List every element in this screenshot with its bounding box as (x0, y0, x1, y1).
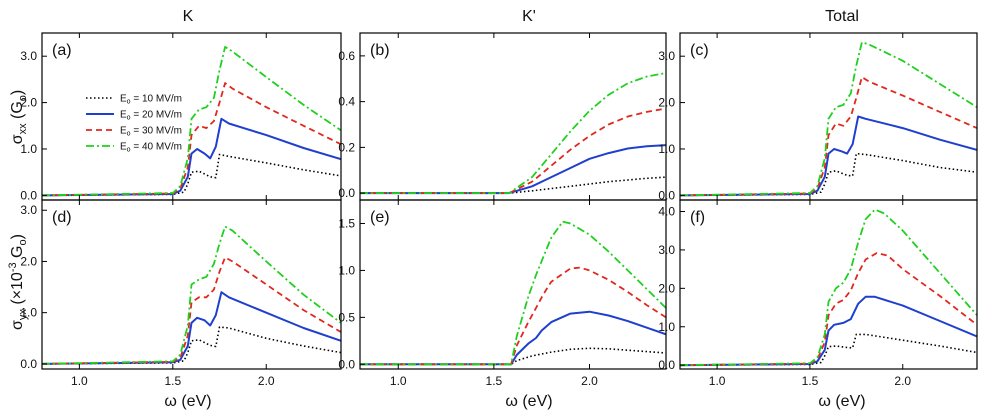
column-title-k-prime: K' (522, 8, 536, 25)
series-line-10-mvm (42, 153, 341, 197)
y-tick-label: 1.5 (338, 216, 355, 230)
panel-label: (b) (370, 42, 390, 59)
series-line-40-mvm (42, 225, 341, 365)
series-line-20-mvm (42, 291, 341, 365)
y-tick-label: 0.0 (338, 186, 355, 200)
y-tick-label: 3.0 (20, 49, 37, 63)
y-tick-label: 4.0 (658, 205, 675, 219)
x-axis-labels: ω (eV) ω (eV) ω (eV) (164, 393, 865, 410)
series-line-40-mvm (680, 208, 977, 367)
y-tick-label: 0.6 (338, 49, 355, 63)
panel-f: 1.0 1.5 2.0 0.0 1.0 2.0 3.0 4.0 (f) (658, 199, 978, 388)
panel-c: 0.0 1.0 2.0 3.0 (c) (658, 32, 978, 202)
panel-e: 1.0 1.5 2.0 0.0 0.5 1.0 1.5 (e) (338, 199, 667, 388)
x-tick-label: 1.5 (486, 374, 503, 388)
x-tick-label: 1.5 (164, 374, 181, 388)
y-tick-label: 2.0 (658, 96, 675, 110)
panel-label: (d) (52, 209, 72, 226)
panel-label: (e) (370, 209, 390, 226)
series-line-40-mvm (360, 72, 666, 194)
panel-label: (c) (690, 42, 709, 59)
x-tick-label: 1.5 (802, 374, 819, 388)
panel-frame (41, 32, 342, 201)
panel-frame (359, 32, 667, 201)
x-tick-label: 2.0 (894, 374, 911, 388)
y-axis-label-top: σxx (Go) (9, 90, 29, 145)
panels: 0.0 1.0 2.0 3.0 (a) 0.0 0.2 0.4 0.6 (b) 0.0 1.0 2.0 3… (20, 32, 978, 388)
x-tick-label: 1.0 (390, 374, 407, 388)
series-line-10-mvm (680, 152, 977, 197)
series-line-20-mvm (680, 295, 977, 367)
y-tick-label: 1.0 (20, 142, 37, 156)
series-line-20-mvm (680, 115, 977, 197)
series-line-30-mvm (680, 252, 977, 367)
series-line-40-mvm (360, 220, 666, 366)
x-axis-label-middle: ω (eV) (505, 393, 552, 410)
legend-label-10: Eo = 10 MV/m (120, 94, 182, 106)
y-tick-label: 2.0 (20, 254, 37, 268)
panel-frame (41, 199, 342, 370)
column-title-k: K (183, 8, 194, 25)
column-title-total: Total (825, 8, 859, 25)
y-tick-label: 3.0 (20, 203, 37, 217)
y-tick-label: 0.0 (658, 188, 675, 202)
panel-frame (359, 199, 667, 370)
x-tick-label: 2.0 (258, 374, 275, 388)
panel-b: 0.0 0.2 0.4 0.6 (b) (338, 32, 667, 201)
legend: Eo = 10 MV/m Eo = 20 MV/m Eo = 30 MV/m E… (86, 94, 182, 154)
panel-label: (f) (690, 209, 705, 226)
series-line-40-mvm (680, 41, 977, 197)
series-line-20-mvm (360, 144, 666, 195)
y-tick-label: 0.4 (338, 95, 355, 109)
y-tick-label: 1.0 (658, 320, 675, 334)
legend-label-20: Eo = 20 MV/m (120, 110, 182, 122)
panel-frame (679, 32, 978, 201)
series-line-30-mvm (360, 107, 666, 194)
y-tick-label: 0.0 (20, 188, 37, 202)
y-tick-label: 1.0 (658, 142, 675, 156)
legend-label-30: Eo = 30 MV/m (120, 126, 182, 138)
y-tick-label: 2.0 (20, 96, 37, 110)
panel-frame (679, 199, 978, 370)
y-axis-label-bottom: σyx (×10-3 Go) (7, 234, 29, 330)
y-tick-label: 0.0 (20, 357, 37, 371)
x-axis-label-right: ω (eV) (818, 393, 865, 410)
series-line-20-mvm (42, 117, 341, 197)
x-axis-label-left: ω (eV) (164, 393, 211, 410)
y-tick-label: 3.0 (658, 49, 675, 63)
column-titles: K K' Total (183, 8, 859, 25)
x-tick-label: 1.0 (71, 374, 88, 388)
series-line-10-mvm (42, 326, 341, 365)
y-tick-label: 0.0 (338, 357, 355, 371)
legend-label-40: Eo = 40 MV/m (120, 142, 182, 154)
y-tick-label: 0.5 (338, 310, 355, 324)
panel-label: (a) (52, 42, 72, 59)
x-tick-label: 1.0 (709, 374, 726, 388)
panel-d: 1.0 1.5 2.0 0.0 1.0 2.0 3.0 (d) (20, 199, 342, 388)
y-tick-label: 0.2 (338, 140, 355, 154)
series-line-30-mvm (42, 256, 341, 365)
x-tick-label: 2.0 (581, 374, 598, 388)
series-line-30-mvm (680, 76, 977, 197)
y-tick-label: 2.0 (658, 281, 675, 295)
y-tick-label: 3.0 (658, 243, 675, 257)
series-line-40-mvm (42, 46, 341, 197)
panel-a: 0.0 1.0 2.0 3.0 (a) (20, 32, 342, 202)
series-line-10-mvm (360, 347, 666, 366)
y-tick-label: 0.0 (658, 358, 675, 372)
series-line-20-mvm (360, 310, 666, 366)
series-line-10-mvm (680, 333, 977, 366)
y-tick-label: 1.0 (338, 263, 355, 277)
series-line-30-mvm (42, 82, 341, 197)
series-line-30-mvm (360, 266, 666, 366)
y-tick-label: 1.0 (20, 306, 37, 320)
